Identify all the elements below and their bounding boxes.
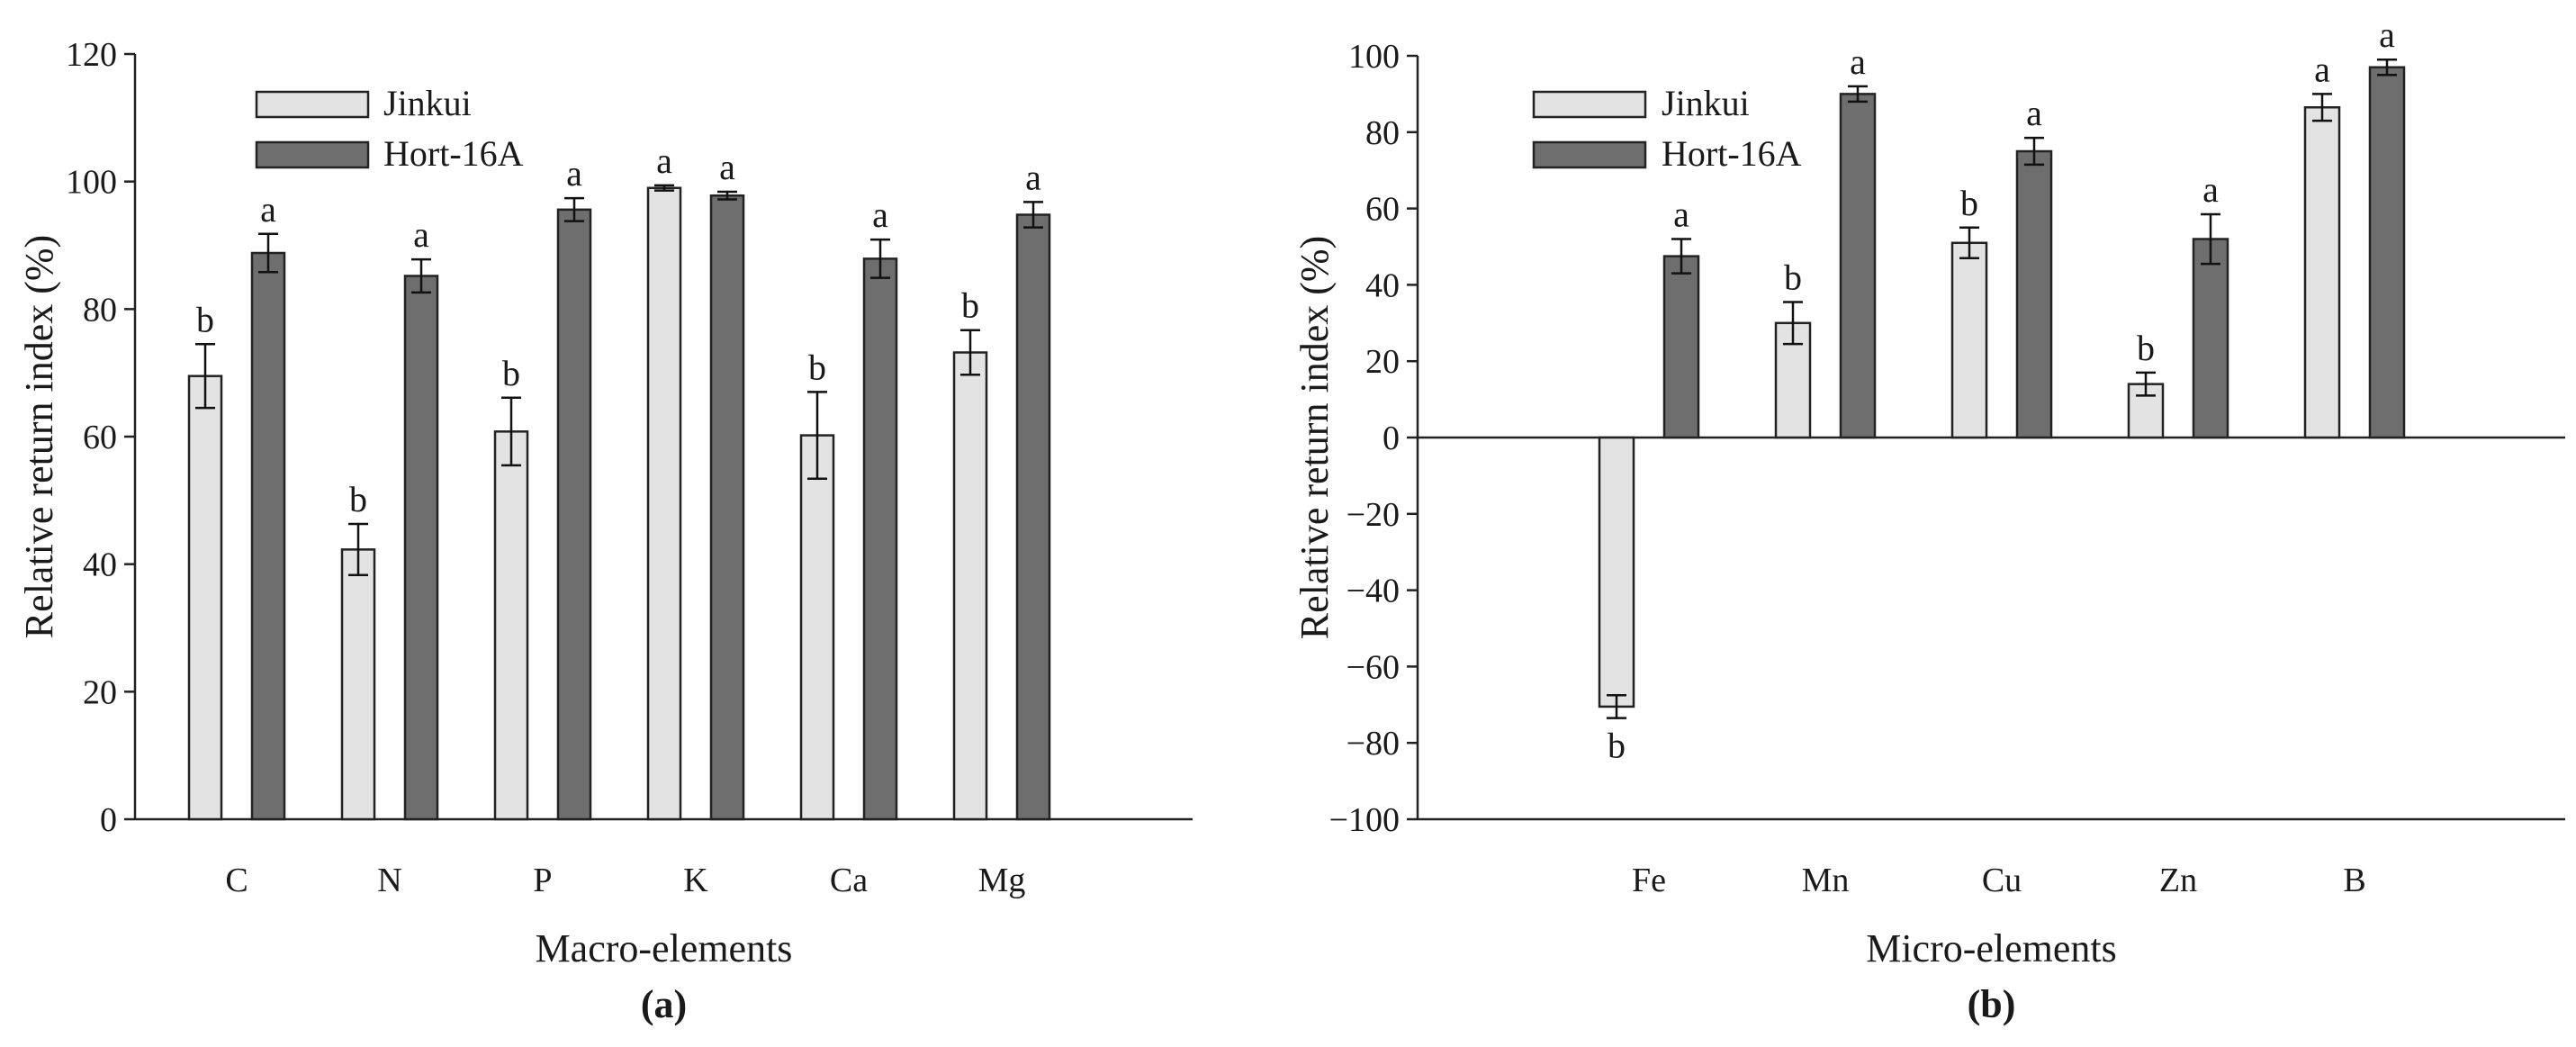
bar — [952, 351, 988, 821]
bar — [709, 194, 745, 821]
bar — [1598, 436, 1635, 709]
legend-swatch — [255, 140, 370, 169]
bar — [1839, 93, 1877, 439]
x-tick-label: C — [225, 862, 248, 899]
y-tick-label: 60 — [83, 419, 117, 456]
significance-letter: b — [1960, 183, 1978, 223]
bar — [1662, 255, 1700, 439]
y-tick-label: −100 — [1329, 801, 1400, 839]
significance-letter: a — [2202, 169, 2219, 210]
significance-letter: a — [413, 214, 429, 255]
panel-label: (b) — [1968, 982, 2016, 1026]
significance-letter: a — [260, 189, 276, 230]
legend-label: Jinkui — [1662, 83, 1750, 123]
y-tick-label: 100 — [66, 164, 117, 202]
x-tick-label: Zn — [2159, 862, 2197, 899]
significance-letter: a — [2026, 93, 2042, 133]
x-tick-label: Ca — [830, 862, 868, 899]
y-tick-label: 80 — [1365, 114, 1400, 152]
significance-letter: b — [2137, 328, 2155, 368]
x-tick-label: Mg — [978, 862, 1026, 899]
chart-panel-a: 0 20 40 60 80 100 120 Relative return index (%)… — [17, 36, 1193, 1026]
y-tick-label: 120 — [66, 36, 117, 74]
bar — [1950, 241, 1988, 439]
bar — [646, 186, 682, 821]
bar — [340, 548, 376, 821]
significance-letter: a — [566, 153, 582, 194]
chart-panel-b: −100 −80 −60 −40 −20 0 20 40 60 80 100 Relative ret… — [1293, 14, 2565, 1026]
significance-letter: b — [196, 299, 214, 339]
x-tick-label: Fe — [1632, 862, 1666, 899]
y-tick-label: 20 — [83, 673, 117, 711]
bar — [2303, 105, 2341, 439]
bar — [2368, 66, 2406, 439]
legend-swatch — [1532, 90, 1647, 119]
y-tick-label: 0 — [1383, 420, 1400, 457]
significance-letter: a — [656, 140, 672, 181]
bar — [862, 257, 898, 821]
significance-letter: a — [719, 147, 735, 187]
bar — [799, 434, 835, 821]
bar — [2192, 238, 2229, 439]
y-tick-label: −40 — [1347, 573, 1400, 610]
y-tick-label: −20 — [1347, 496, 1400, 534]
significance-letter: a — [2379, 14, 2395, 55]
significance-letter: a — [872, 194, 888, 235]
y-tick-label: 80 — [83, 291, 117, 329]
significance-letter: a — [2314, 49, 2330, 89]
legend-label: Jinkui — [383, 83, 472, 123]
y-tick-label: 20 — [1365, 343, 1400, 381]
significance-letter: a — [1025, 157, 1041, 197]
significance-letter: b — [349, 479, 367, 519]
legend-label: Hort-16A — [1662, 133, 1802, 174]
bar — [403, 275, 439, 821]
legend: Jinkui Hort-16A — [1532, 83, 1802, 174]
bar — [1015, 213, 1051, 821]
bar — [250, 251, 286, 821]
x-tick-label: Cu — [1982, 862, 2022, 899]
legend-label: Hort-16A — [383, 133, 524, 174]
significance-letter: b — [808, 347, 826, 387]
significance-letter: a — [1673, 194, 1689, 235]
y-tick-label: −60 — [1347, 648, 1400, 686]
y-tick-label: −80 — [1347, 725, 1400, 763]
panel-label: (a) — [641, 982, 687, 1026]
bar — [2015, 149, 2053, 439]
x-tick-label: B — [2343, 862, 2365, 899]
significance-letter: b — [1784, 257, 1802, 297]
y-tick-label: 0 — [100, 801, 117, 839]
y-tick-label: 40 — [1365, 266, 1400, 304]
significance-letter: b — [961, 285, 979, 326]
bar — [556, 208, 592, 821]
x-tick-label: K — [683, 862, 708, 899]
legend-swatch — [255, 90, 370, 119]
significance-letter: b — [502, 353, 520, 393]
y-axis-title: Relative return index (%) — [1293, 236, 1337, 639]
significance-letter: a — [1850, 41, 1866, 82]
x-tick-label: P — [533, 862, 552, 899]
bar — [187, 375, 223, 821]
legend: Jinkui Hort-16A — [255, 83, 524, 174]
x-tick-label: Mn — [1802, 862, 1850, 899]
x-axis-title: Micro-elements — [1866, 926, 2117, 970]
legend-swatch — [1532, 140, 1647, 169]
x-axis-title: Macro-elements — [536, 926, 793, 970]
y-tick-label: 100 — [1348, 38, 1400, 76]
y-tick-label: 40 — [83, 546, 117, 584]
bar — [493, 430, 529, 821]
significance-letter: b — [1608, 726, 1626, 766]
y-tick-label: 60 — [1365, 191, 1400, 229]
y-axis-title: Relative return index (%) — [17, 235, 61, 638]
x-tick-label: N — [377, 862, 401, 899]
